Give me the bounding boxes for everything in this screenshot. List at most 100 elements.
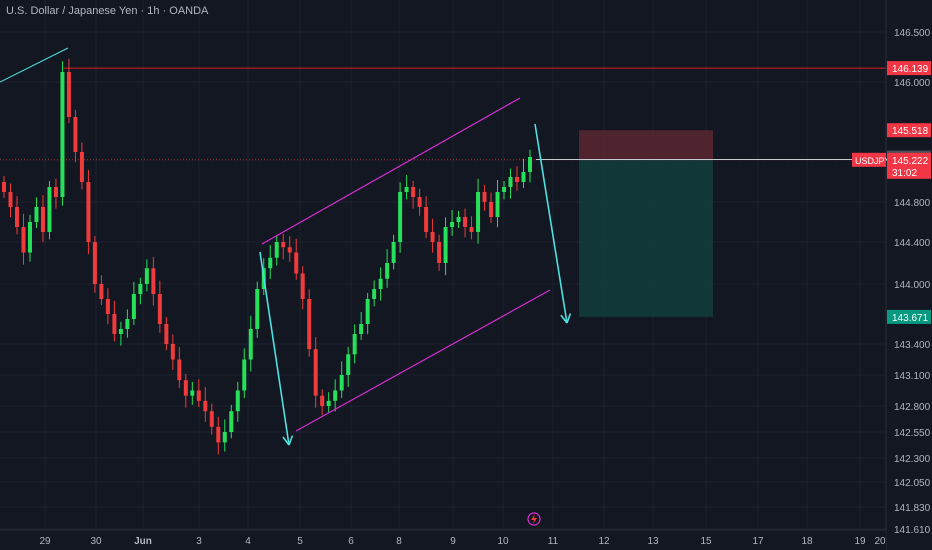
take-profit-zone[interactable]: [579, 159, 713, 317]
x-tick-label: 19: [854, 536, 866, 547]
y-tick-label: 141.610: [894, 525, 931, 536]
candle-body: [437, 242, 442, 263]
candle-body: [372, 289, 377, 299]
y-tick-label: 146.000: [894, 78, 931, 89]
candle-body: [177, 359, 182, 381]
candle-body: [216, 426, 221, 443]
candle-body: [365, 299, 370, 324]
x-tick-label: 3: [196, 536, 202, 547]
candle-body: [112, 314, 117, 334]
y-tick-label: 143.400: [894, 340, 931, 351]
y-tick-label: 144.800: [894, 198, 931, 209]
candle-body: [333, 390, 338, 401]
candle-body: [8, 192, 13, 207]
price-labels: 146.139145.518145.225145.225143.671USDJP…: [852, 61, 931, 324]
candle-body: [378, 278, 383, 289]
candle-body: [528, 157, 532, 172]
x-tick-label: 15: [700, 536, 712, 547]
candle-body: [300, 273, 305, 299]
symbol-title: U.S. Dollar / Japanese Yen · 1h · OANDA: [6, 5, 209, 17]
candle-body: [450, 222, 455, 227]
candle-body: [417, 197, 422, 207]
candle-body: [138, 284, 143, 294]
candle-body: [40, 207, 45, 232]
y-tick-label: 141.830: [894, 503, 931, 514]
stop-loss-zone[interactable]: [579, 130, 713, 160]
candle-body: [157, 294, 162, 324]
candle-body: [326, 400, 331, 406]
svg-text:31:02: 31:02: [892, 168, 917, 179]
candle-body: [125, 319, 130, 329]
candle-body: [385, 263, 390, 279]
candle-body: [66, 72, 71, 117]
candle-body: [359, 324, 364, 334]
y-tick-label: 142.800: [894, 402, 931, 413]
candle-body: [443, 227, 448, 263]
horizontal-lines[interactable]: [0, 67, 886, 161]
channel-lower-line[interactable]: [295, 289, 551, 432]
candle-body: [489, 202, 494, 217]
trend-line[interactable]: [0, 47, 69, 83]
candle-body: [469, 227, 474, 232]
x-tick-label: 12: [598, 536, 610, 547]
candle-body: [515, 177, 520, 182]
candle-body: [14, 207, 19, 227]
candle-body: [47, 187, 52, 232]
candle-body: [502, 187, 507, 192]
drawings[interactable]: [0, 47, 572, 446]
candle-body: [222, 432, 227, 443]
price-axis-bg[interactable]: [886, 0, 932, 550]
channel-upper-line[interactable]: [261, 97, 521, 245]
candle-body: [352, 334, 357, 355]
y-tick-label: 146.500: [894, 28, 931, 39]
candle-body: [313, 349, 318, 396]
candle-body: [183, 380, 188, 396]
x-tick-label: 13: [647, 536, 659, 547]
candle-body: [508, 177, 513, 187]
x-tick-label: 10: [497, 536, 509, 547]
time-axis-bg[interactable]: [0, 530, 886, 550]
candles: [2, 58, 532, 455]
down-arrow-1[interactable]: [259, 251, 294, 446]
candle-body: [287, 247, 292, 253]
candle-body: [281, 242, 286, 248]
stop-price-label: 145.518: [887, 123, 931, 138]
x-tick-label: 17: [752, 536, 764, 547]
candle-body: [164, 324, 169, 344]
candle-body: [60, 72, 65, 197]
candle-body: [235, 390, 240, 412]
price-axis[interactable]: 146.500 146.000 144.800 144.400 144.000 143.4…: [885, 0, 932, 550]
candle-body: [196, 390, 201, 401]
candle-body: [463, 217, 468, 227]
x-tick-label: 20: [874, 536, 886, 547]
y-tick-label: 142.050: [894, 478, 931, 489]
candle-body: [398, 192, 403, 242]
candle-body: [521, 172, 526, 182]
x-tick-label: 6: [348, 536, 354, 547]
down-arrow-2[interactable]: [534, 123, 572, 324]
candle-body: [34, 207, 39, 222]
resistance-price-label: 146.139: [887, 61, 931, 76]
x-tick-label: 30: [90, 536, 102, 547]
candle-body: [248, 329, 253, 360]
candle-body: [411, 187, 416, 197]
lightning-icon[interactable]: [527, 512, 541, 526]
candle-body: [144, 268, 149, 284]
svg-text:145.518: 145.518: [892, 126, 929, 137]
y-tick-label: 143.100: [894, 371, 931, 382]
position-zones[interactable]: [579, 130, 713, 317]
candle-body: [118, 329, 123, 334]
x-tick-label: 4: [245, 536, 251, 547]
candle-body: [131, 294, 136, 319]
svg-text:145.222: 145.222: [892, 156, 929, 167]
candle-body: [495, 192, 500, 217]
y-tick-label: 142.550: [894, 428, 931, 439]
time-axis[interactable]: 29 30 Jun 3 4 5 6 8 9 10 11 12 13 15 17 18 19 20: [0, 512, 886, 550]
candle-body: [268, 257, 273, 269]
x-tick-label: 5: [297, 536, 303, 547]
candle-body: [294, 252, 299, 274]
candle-body: [27, 222, 32, 253]
candle-body: [151, 268, 156, 294]
